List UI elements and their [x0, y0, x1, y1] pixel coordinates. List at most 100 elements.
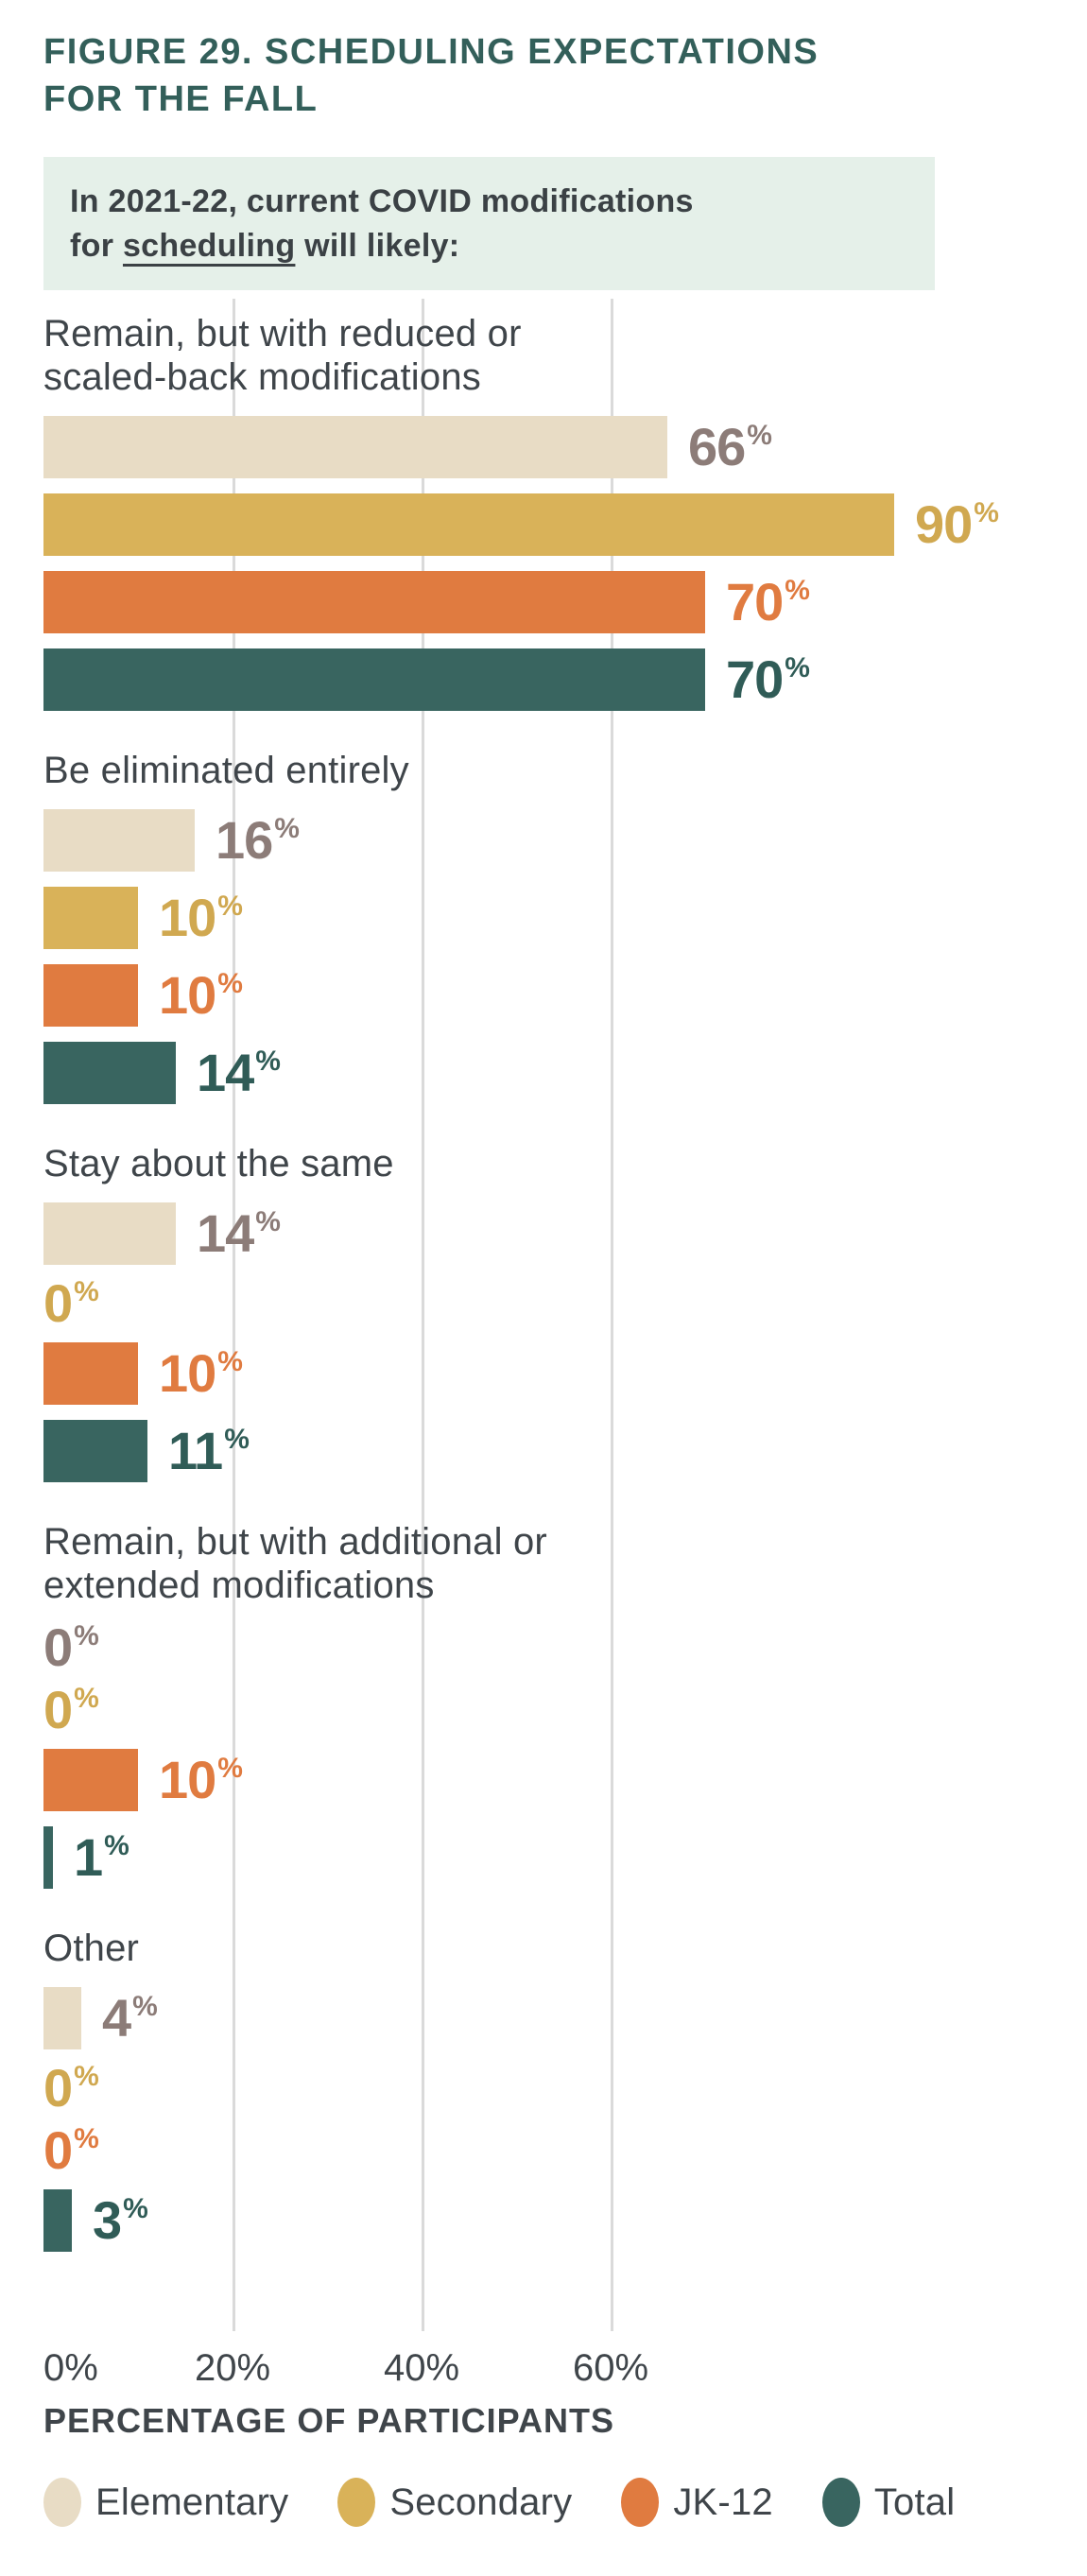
- bar-total: [43, 1042, 176, 1104]
- zero-row-secondary: 0%: [43, 1684, 1059, 1737]
- bar-row-secondary: 10%: [43, 887, 1059, 949]
- category-label-line: Be eliminated entirely: [43, 750, 409, 791]
- legend-label: Total: [873, 2481, 956, 2523]
- legend-label: Elementary: [95, 2481, 289, 2523]
- x-tick-0: 0%: [43, 2347, 98, 2389]
- value-label-elementary: 4%: [102, 1992, 158, 2045]
- percent-sign: %: [255, 1046, 281, 1077]
- legend-item-secondary: Secondary: [337, 2478, 572, 2527]
- bar-total: [43, 1826, 53, 1889]
- category-label-line: Stay about the same: [43, 1143, 394, 1184]
- value-number: 1: [74, 1827, 103, 1887]
- category-label-line: Remain, but with additional or: [43, 1521, 547, 1563]
- legend-swatch-elementary: [43, 2478, 81, 2527]
- percent-sign: %: [74, 1683, 99, 1714]
- bar-jk-12: [43, 1749, 138, 1811]
- value-number: 14: [197, 1043, 254, 1102]
- legend-swatch-jk-12: [621, 2478, 660, 2527]
- bar-elementary: [43, 1987, 81, 2049]
- percent-sign: %: [123, 2193, 148, 2224]
- percent-sign: %: [217, 968, 243, 999]
- bar-jk-12: [43, 964, 138, 1027]
- category-group: Remain, but with reduced or scaled-back m…: [43, 312, 1059, 711]
- value-number: 11: [168, 1421, 223, 1480]
- category-group: Other 4% 0% 0% 3%: [43, 1927, 1059, 2252]
- value-label-jk-12: 10%: [159, 969, 243, 1022]
- percent-sign: %: [785, 575, 810, 606]
- value-label-elementary: 0%: [43, 1621, 99, 1674]
- bar-jk-12: [43, 571, 705, 633]
- percent-sign: %: [274, 813, 300, 844]
- value-number: 0: [43, 1273, 73, 1333]
- value-number: 3: [93, 2190, 122, 2250]
- value-number: 0: [43, 1617, 73, 1677]
- x-axis-title: PERCENTAGE OF PARTICIPANTS: [43, 2401, 615, 2440]
- bar-elementary: [43, 809, 195, 872]
- percent-sign: %: [785, 652, 810, 683]
- legend-label: Secondary: [389, 2481, 573, 2523]
- category-label-line: scaled-back modifications: [43, 356, 481, 398]
- gridline-20: [233, 299, 235, 2331]
- bar-elementary: [43, 1202, 176, 1265]
- legend-swatch-secondary: [337, 2478, 376, 2527]
- value-number: 16: [216, 810, 273, 870]
- percent-sign: %: [104, 1830, 129, 1861]
- value-number: 66: [688, 417, 746, 476]
- value-number: 0: [43, 1680, 73, 1739]
- bar-total: [43, 1420, 147, 1482]
- question-underlined-word: scheduling: [122, 228, 296, 264]
- bar-row-jk-12: 10%: [43, 1342, 1059, 1405]
- value-label-total: 70%: [726, 653, 810, 706]
- value-label-jk-12: 0%: [43, 2124, 99, 2177]
- gridline-60: [611, 299, 613, 2331]
- value-number: 0: [43, 2058, 73, 2118]
- percent-sign: %: [217, 1753, 243, 1784]
- value-label-elementary: 66%: [688, 421, 772, 474]
- chart-legend: Elementary Secondary JK-12 Total: [43, 2478, 955, 2527]
- bar-row-total: 3%: [43, 2189, 1059, 2252]
- category-label: Remain, but with additional or extended m…: [43, 1520, 1059, 1607]
- bar-chart-plot-area: Remain, but with reduced or scaled-back m…: [43, 299, 1059, 2331]
- percent-sign: %: [74, 1276, 99, 1307]
- percent-sign: %: [974, 497, 999, 528]
- legend-item-elementary: Elementary: [43, 2478, 288, 2527]
- gridline-40: [422, 299, 424, 2331]
- percent-sign: %: [132, 1991, 158, 2022]
- bar-elementary: [43, 416, 667, 478]
- bar-row-total: 1%: [43, 1826, 1059, 1889]
- category-label-line: extended modifications: [43, 1565, 435, 1606]
- value-number: 14: [197, 1203, 254, 1263]
- bar-secondary: [43, 493, 894, 556]
- percent-sign: %: [747, 420, 772, 451]
- category-label-line: Other: [43, 1928, 140, 1969]
- category-label: Remain, but with reduced or scaled-back m…: [43, 312, 1059, 399]
- bar-row-jk-12: 70%: [43, 571, 1059, 633]
- value-number: 0: [43, 2120, 73, 2180]
- category-group: Remain, but with additional or extended m…: [43, 1520, 1059, 1889]
- figure-title-line1: FIGURE 29. SCHEDULING EXPECTATIONS: [43, 32, 820, 72]
- value-label-secondary: 90%: [915, 498, 999, 551]
- value-label-total: 11%: [168, 1425, 250, 1478]
- percent-sign: %: [224, 1424, 250, 1455]
- bar-row-total: 14%: [43, 1042, 1059, 1104]
- value-label-total: 1%: [74, 1831, 129, 1884]
- bar-jk-12: [43, 1342, 138, 1405]
- bar-row-elementary: 14%: [43, 1202, 1059, 1265]
- bar-secondary: [43, 887, 138, 949]
- value-number: 70: [726, 572, 784, 631]
- value-label-elementary: 16%: [216, 814, 300, 867]
- value-number: 10: [159, 888, 216, 947]
- value-number: 4: [102, 1988, 131, 2048]
- zero-row-secondary: 0%: [43, 2058, 1059, 2118]
- question-line2: for scheduling will likely:: [70, 224, 916, 268]
- percent-sign: %: [74, 1620, 99, 1651]
- bar-row-secondary: 90%: [43, 493, 1059, 556]
- bar-row-elementary: 66%: [43, 416, 1059, 478]
- value-number: 10: [159, 1343, 216, 1403]
- question-line2-suffix: will likely:: [295, 228, 460, 264]
- category-label: Other: [43, 1927, 1059, 1970]
- value-label-secondary: 0%: [43, 1684, 99, 1737]
- bar-row-total: 70%: [43, 648, 1059, 711]
- value-label-jk-12: 10%: [159, 1754, 243, 1807]
- bar-total: [43, 2189, 72, 2252]
